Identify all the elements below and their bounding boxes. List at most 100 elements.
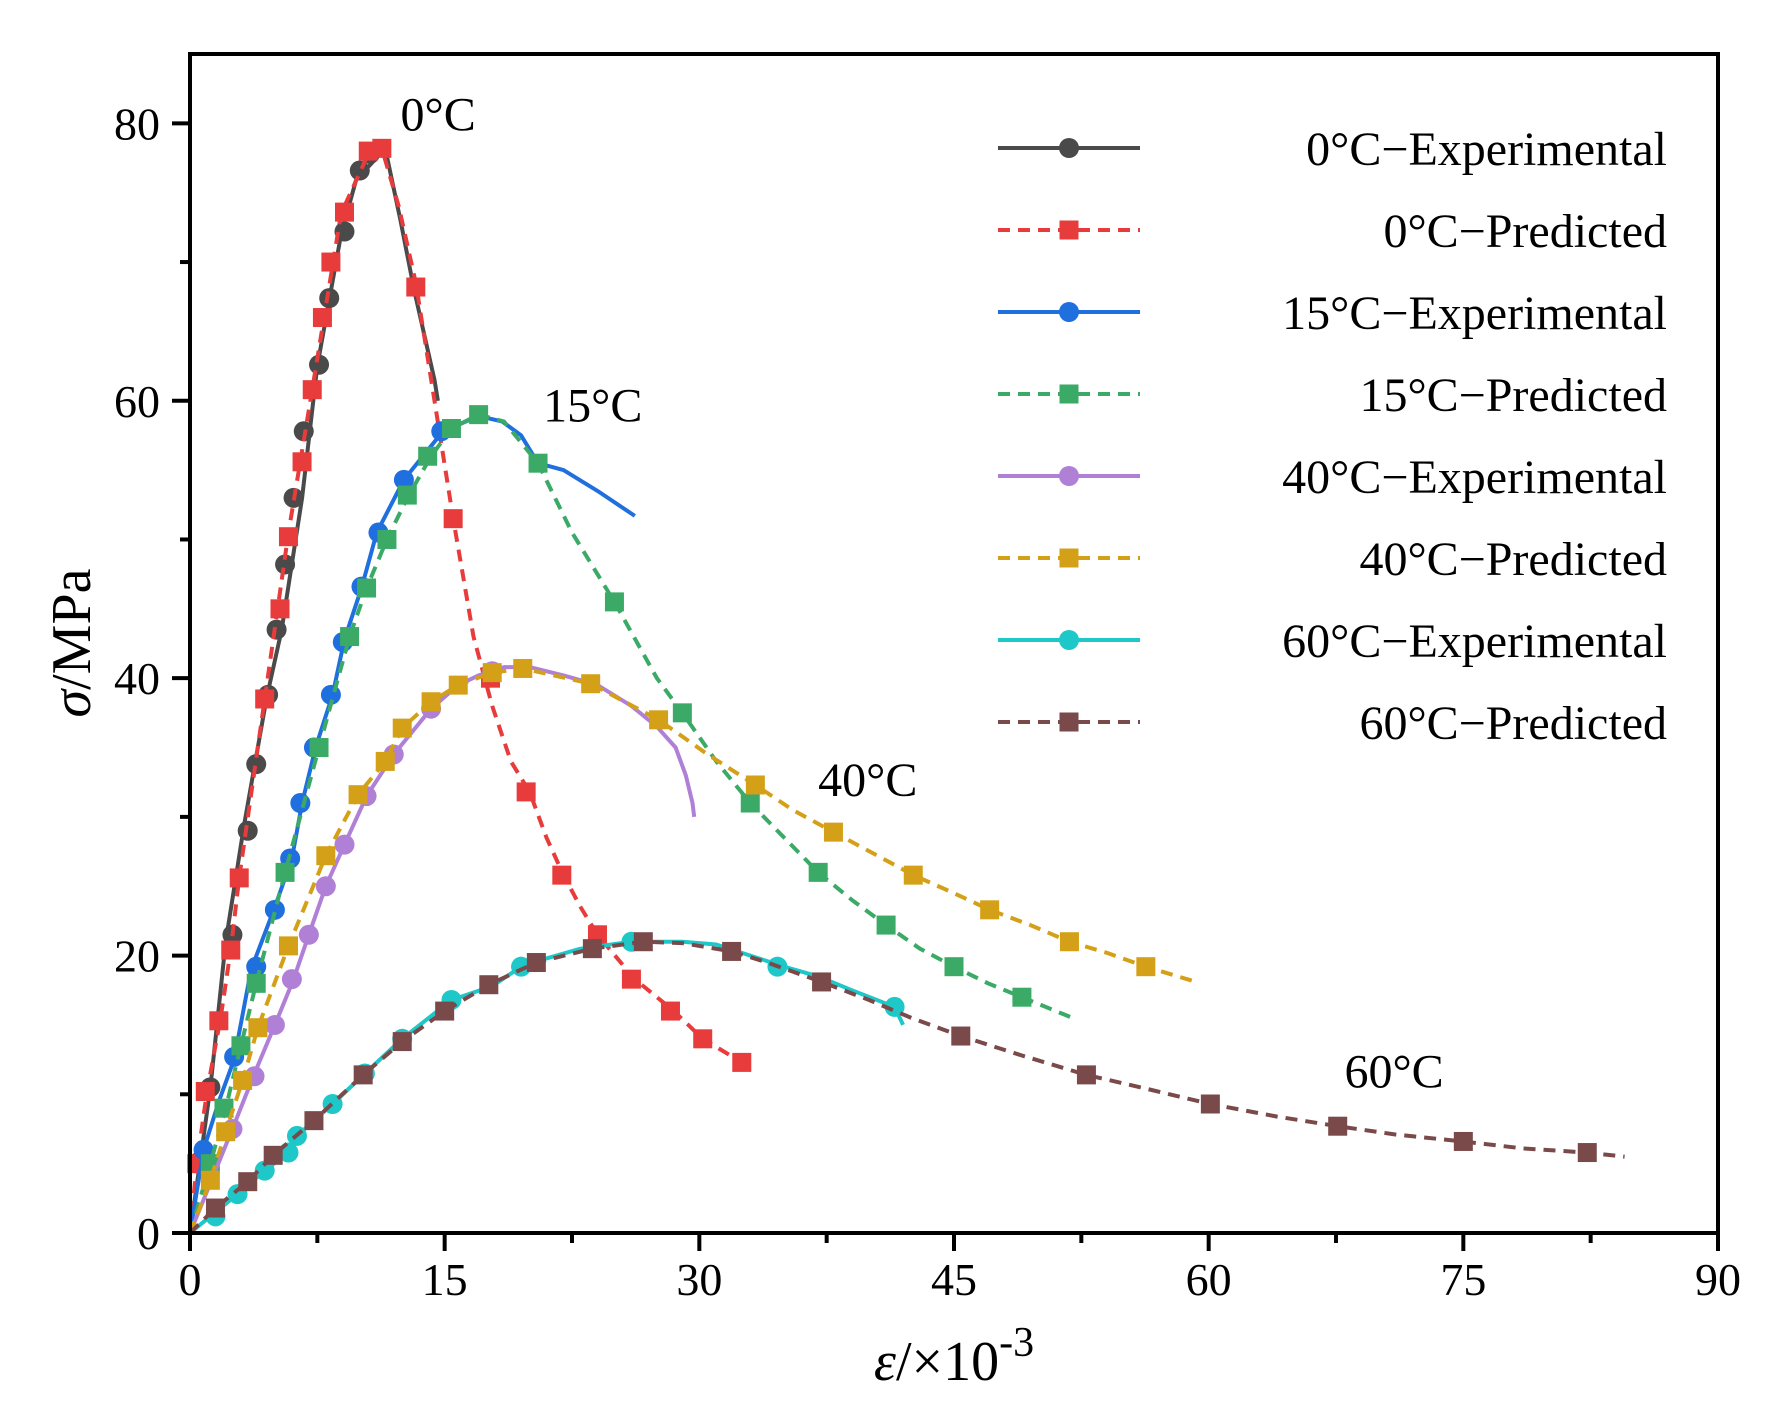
legend-label: 40°C−Predicted <box>1359 533 1667 586</box>
data-point <box>1136 957 1156 977</box>
data-point <box>233 1070 253 1090</box>
legend-entry: 0°C−Experimental <box>998 123 1667 176</box>
data-point <box>349 160 370 181</box>
data-point <box>334 202 354 222</box>
data-point <box>304 1111 324 1131</box>
series-1 <box>187 138 752 1234</box>
data-point <box>353 1065 373 1085</box>
data-point <box>1059 932 1079 952</box>
series-7 <box>188 932 1625 1235</box>
data-point <box>221 940 241 960</box>
data-point <box>621 969 641 989</box>
data-point <box>348 785 368 805</box>
data-point <box>1076 1065 1096 1085</box>
data-point <box>372 138 392 158</box>
series-line <box>188 412 1074 1234</box>
data-point <box>278 936 298 956</box>
data-point <box>884 996 905 1017</box>
legend-entry: 15°C−Predicted <box>998 369 1667 422</box>
data-point <box>808 862 828 882</box>
x-axis-label: ε/×10-3 <box>874 1320 1034 1393</box>
legend-marker <box>1059 548 1079 568</box>
data-point <box>722 941 742 961</box>
data-point <box>944 957 964 977</box>
data-point <box>231 1036 251 1056</box>
legend-entry: 15°C−Experimental <box>998 287 1667 340</box>
data-point <box>312 308 332 328</box>
data-point <box>740 793 760 813</box>
legend-entry: 40°C−Predicted <box>998 533 1667 586</box>
data-point <box>209 1011 229 1031</box>
y-tick-label: 0 <box>137 1208 160 1259</box>
data-point <box>270 599 290 619</box>
data-point <box>672 703 692 723</box>
y-tick-label: 80 <box>114 98 160 149</box>
legend-marker <box>1059 630 1079 650</box>
legend-marker <box>1059 384 1079 404</box>
data-point <box>229 868 249 888</box>
x-tick-label: 90 <box>1695 1254 1741 1305</box>
data-point <box>375 751 395 771</box>
data-point <box>200 1170 220 1190</box>
legend-entry: 60°C−Experimental <box>998 615 1667 668</box>
data-point <box>302 380 322 400</box>
data-point <box>290 793 311 814</box>
data-point <box>238 1172 258 1192</box>
legend-marker <box>1059 138 1079 158</box>
legend-entry: 0°C−Predicted <box>998 205 1667 258</box>
legend: 0°C−Experimental 0°C−Predicted 15°C−Experi… <box>998 123 1667 750</box>
data-point <box>1453 1131 1473 1151</box>
x-tick-label: 15 <box>422 1254 468 1305</box>
data-point <box>264 899 285 920</box>
data-point <box>406 277 426 297</box>
data-point <box>316 846 336 866</box>
legend-label: 0°C−Experimental <box>1306 123 1667 176</box>
data-point <box>292 452 312 472</box>
legend-marker <box>1059 466 1079 486</box>
data-point <box>582 939 602 959</box>
y-tick-label: 60 <box>114 376 160 427</box>
legend-marker <box>1059 302 1079 322</box>
data-point <box>392 718 412 738</box>
data-point <box>309 738 329 758</box>
data-point <box>1200 1094 1220 1114</box>
x-tick-label: 30 <box>676 1254 722 1305</box>
data-point <box>281 969 302 990</box>
legend-label: 15°C−Experimental <box>1282 287 1667 340</box>
data-point <box>511 956 532 977</box>
data-point <box>334 834 355 855</box>
x-tick-label: 0 <box>179 1254 202 1305</box>
data-point <box>1012 987 1032 1007</box>
data-point <box>604 592 624 612</box>
x-tick-label: 75 <box>1440 1254 1486 1305</box>
data-point <box>246 973 266 993</box>
legend-label: 40°C−Experimental <box>1282 451 1667 504</box>
data-point <box>441 419 461 439</box>
data-point <box>812 972 832 992</box>
curve-label: 40°C <box>818 754 917 807</box>
data-point <box>513 658 533 678</box>
data-point <box>581 674 601 694</box>
data-point <box>246 754 267 775</box>
series-3 <box>188 405 1074 1234</box>
data-point <box>392 1032 412 1052</box>
data-point <box>516 782 536 802</box>
curve-label: 60°C <box>1344 1045 1443 1098</box>
y-tick-label: 40 <box>114 653 160 704</box>
data-point <box>216 1122 236 1142</box>
legend-label: 60°C−Experimental <box>1282 615 1667 668</box>
data-point <box>254 1160 275 1181</box>
data-point <box>393 469 414 490</box>
data-point <box>1577 1143 1597 1163</box>
data-point <box>263 1145 283 1165</box>
x-tick-label: 45 <box>931 1254 977 1305</box>
legend-label: 60°C−Predicted <box>1359 697 1667 750</box>
data-point <box>298 924 319 945</box>
data-point <box>340 627 360 647</box>
legend-marker <box>1059 220 1079 240</box>
data-point <box>443 509 463 529</box>
series-5 <box>188 658 1193 1234</box>
data-point <box>315 876 336 897</box>
